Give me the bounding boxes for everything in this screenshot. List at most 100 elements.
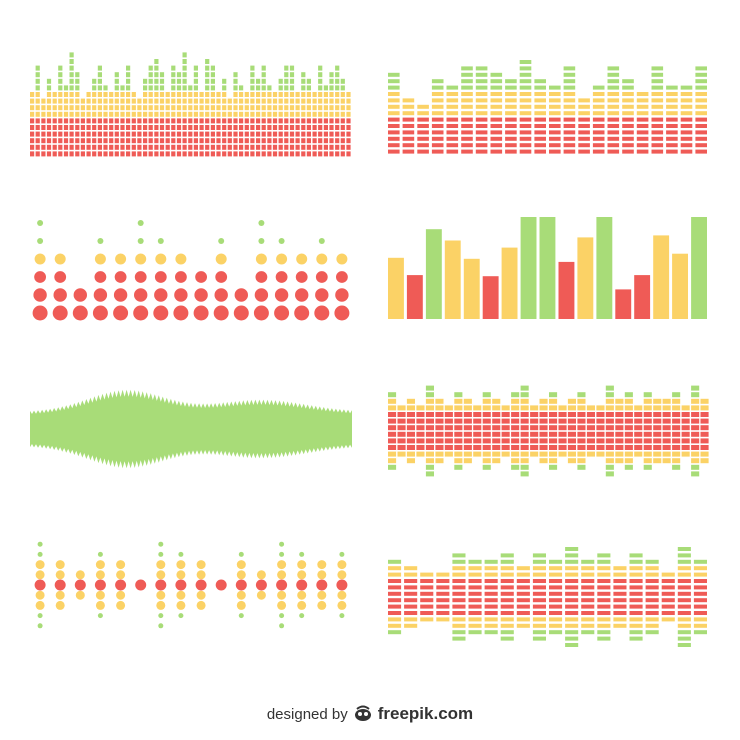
dot-equalizer-panel-2 — [34, 541, 348, 629]
equalizer-block — [475, 92, 488, 96]
equalizer-block — [452, 585, 466, 590]
equalizer-block — [516, 579, 530, 583]
equalizer-block — [490, 98, 503, 103]
equalizer-block — [484, 579, 498, 583]
equalizer-block — [534, 104, 546, 109]
equalizer-block — [103, 105, 108, 111]
equalizer-block — [340, 131, 345, 137]
equalizer-block — [463, 451, 472, 457]
equalizer-block — [318, 98, 323, 104]
equalizer-dot — [277, 570, 287, 580]
equalizer-block — [205, 111, 210, 117]
equalizer-dot — [157, 238, 164, 244]
equalizer-dot — [37, 541, 43, 547]
equalizer-block — [80, 131, 85, 137]
equalizer-block — [505, 136, 517, 141]
equalizer-block — [233, 85, 238, 91]
equalizer-dot — [37, 238, 44, 244]
equalizer-block — [482, 392, 491, 398]
equalizer-dot — [156, 560, 166, 570]
equalizer-block — [114, 118, 119, 124]
equalizer-block — [653, 398, 662, 404]
equalizer-block — [267, 98, 272, 104]
equalizer-block — [340, 85, 345, 91]
equalizer-block — [482, 425, 491, 431]
equalizer-block — [306, 144, 311, 150]
equalizer-block — [284, 85, 289, 91]
equalizer-block — [171, 65, 176, 71]
equalizer-block — [402, 124, 415, 128]
equalizer-block — [417, 104, 429, 109]
equalizer-block — [549, 431, 558, 437]
equalizer-block — [691, 431, 700, 437]
equalizer-block — [388, 579, 402, 583]
equalizer-block — [500, 636, 514, 641]
equalizer-block — [278, 92, 283, 97]
equalizer-block — [596, 451, 605, 457]
equalizer-block — [577, 438, 586, 444]
equalizer-dot — [173, 305, 189, 321]
equalizer-block — [563, 130, 576, 135]
equalizer-block — [193, 131, 198, 137]
equalizer-block — [154, 118, 159, 124]
equalizer-block — [216, 98, 221, 104]
equalizer-dot — [297, 560, 307, 570]
equalizer-block — [565, 623, 579, 628]
equalizer-block — [176, 138, 182, 144]
equalizer-block — [312, 105, 317, 111]
equalizer-block — [539, 451, 548, 457]
equalizer-block — [46, 118, 52, 124]
equalizer-block — [63, 131, 69, 137]
equalizer-block — [346, 125, 351, 130]
equalizer-block — [301, 72, 306, 78]
equalizer-dot — [55, 570, 65, 580]
equalizer-block — [695, 143, 707, 148]
equalizer-block — [340, 118, 345, 124]
equalizer-block — [159, 72, 165, 78]
equalizer-block — [335, 65, 340, 71]
equalizer-block — [461, 85, 473, 90]
equalizer-block — [402, 104, 415, 109]
equalizer-block — [666, 85, 678, 90]
equalizer-block — [131, 111, 136, 117]
equalizer-block — [256, 131, 261, 137]
equalizer-block — [205, 125, 210, 130]
equalizer-block — [677, 630, 691, 635]
equalizer-block — [661, 604, 675, 609]
equalizer-block — [534, 111, 546, 116]
equalizer-block — [501, 445, 510, 450]
equalizer-block — [256, 111, 261, 117]
equalizer-dot — [35, 590, 45, 600]
equalizer-block — [691, 438, 700, 444]
equalizer-block — [154, 125, 159, 130]
equalizer-block — [388, 79, 400, 84]
bar — [577, 237, 594, 319]
equalizer-block — [199, 118, 204, 124]
equalizer-block — [567, 451, 576, 457]
equalizer-block — [549, 559, 563, 564]
equalizer-block — [193, 151, 198, 157]
equalizer-block — [651, 98, 664, 103]
equalizer-block — [35, 78, 40, 84]
equalizer-block — [131, 125, 136, 130]
equalizer-block — [492, 451, 501, 457]
equalizer-block — [388, 591, 402, 596]
equalizer-block — [301, 131, 306, 137]
equalizer-block — [700, 445, 709, 450]
equalizer-block — [329, 131, 334, 137]
equalizer-block — [416, 431, 425, 437]
equalizer-block — [340, 125, 345, 130]
equalizer-block — [581, 630, 595, 635]
equalizer-block — [103, 125, 108, 130]
equalizer-block — [475, 130, 488, 135]
equalizer-block — [416, 418, 425, 424]
equalizer-block — [109, 151, 114, 157]
equalizer-block — [420, 579, 434, 583]
equalizer-dot — [176, 570, 186, 580]
equalizer-block — [563, 66, 576, 71]
equalizer-block — [463, 445, 472, 450]
equalizer-block — [284, 92, 289, 97]
equalizer-block — [397, 438, 406, 444]
equalizer-block — [272, 118, 278, 124]
equalizer-dot — [155, 253, 167, 265]
